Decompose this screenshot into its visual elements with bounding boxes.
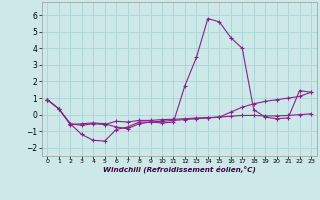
X-axis label: Windchill (Refroidissement éolien,°C): Windchill (Refroidissement éolien,°C) bbox=[103, 166, 256, 173]
